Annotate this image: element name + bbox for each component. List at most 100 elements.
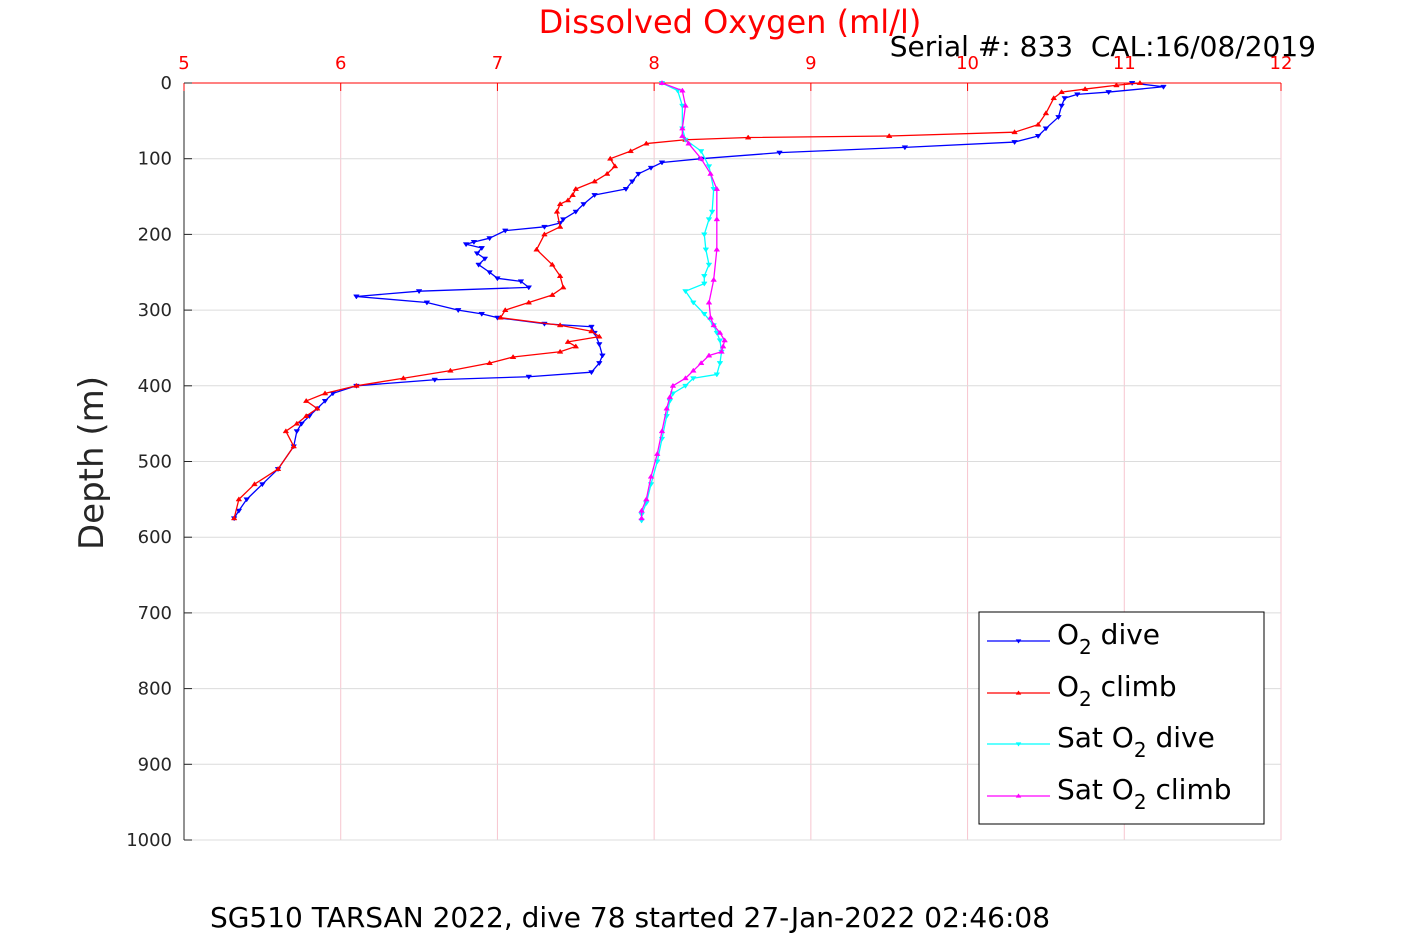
series-line bbox=[233, 82, 1141, 519]
data-point bbox=[541, 224, 548, 230]
data-point bbox=[509, 354, 517, 359]
data-point bbox=[713, 246, 721, 252]
data-point bbox=[486, 236, 493, 242]
data-point bbox=[501, 307, 509, 313]
data-point bbox=[658, 80, 666, 85]
x-tick-label: 11 bbox=[1113, 53, 1136, 74]
data-point bbox=[549, 291, 556, 297]
data-point bbox=[627, 148, 634, 154]
data-point bbox=[353, 294, 360, 300]
data-point bbox=[313, 405, 321, 411]
data-point bbox=[663, 405, 670, 411]
data-point bbox=[447, 367, 454, 373]
data-point bbox=[685, 140, 692, 146]
data-point bbox=[293, 429, 301, 435]
data-point bbox=[462, 242, 470, 248]
data-point bbox=[679, 87, 686, 93]
data-point bbox=[1058, 89, 1065, 95]
data-point bbox=[776, 150, 783, 156]
data-point bbox=[235, 496, 243, 502]
legend-item: O2 dive bbox=[987, 618, 1160, 659]
data-point bbox=[682, 383, 689, 389]
series-line bbox=[640, 82, 726, 519]
data-point bbox=[690, 300, 697, 306]
data-point bbox=[559, 217, 567, 223]
x-tick-label: 5 bbox=[178, 53, 189, 74]
legend-label: Sat O2 dive bbox=[1057, 721, 1215, 762]
data-point bbox=[596, 361, 603, 367]
data-point bbox=[556, 348, 564, 354]
data-point bbox=[716, 329, 724, 335]
data-point bbox=[533, 246, 540, 252]
data-point bbox=[705, 217, 713, 223]
legend-swatch-marker bbox=[1015, 690, 1022, 695]
data-point bbox=[744, 134, 752, 140]
legend-swatch-marker bbox=[1015, 793, 1022, 798]
y-tick-label: 0 bbox=[161, 73, 172, 94]
data-point bbox=[572, 343, 580, 349]
y-tick-label: 700 bbox=[138, 603, 172, 624]
data-point bbox=[415, 289, 423, 295]
data-point bbox=[481, 256, 489, 262]
legend: O2 dive O2 climb Sat O2 dive Sat O2 climb bbox=[978, 611, 1265, 825]
data-point bbox=[293, 420, 301, 426]
data-point bbox=[1011, 140, 1018, 146]
data-point bbox=[1105, 90, 1112, 96]
series-line bbox=[233, 82, 1165, 519]
data-point bbox=[643, 140, 650, 146]
data-point bbox=[569, 192, 576, 197]
series-3 bbox=[638, 80, 728, 521]
data-point bbox=[638, 507, 645, 513]
data-point bbox=[298, 421, 305, 427]
x-tick-label: 12 bbox=[1270, 53, 1293, 74]
data-point bbox=[682, 102, 689, 108]
y-tick-label: 800 bbox=[138, 679, 172, 700]
data-point bbox=[580, 202, 587, 208]
data-point bbox=[572, 209, 580, 215]
data-point bbox=[603, 170, 611, 176]
data-point bbox=[517, 279, 525, 285]
data-point bbox=[697, 360, 705, 366]
data-point bbox=[290, 443, 297, 449]
data-point bbox=[701, 232, 708, 238]
data-point bbox=[478, 246, 486, 251]
data-point bbox=[697, 155, 705, 161]
data-point bbox=[321, 399, 329, 404]
data-point bbox=[682, 289, 689, 295]
data-point bbox=[251, 481, 258, 487]
data-point bbox=[622, 187, 630, 192]
data-point bbox=[1081, 86, 1089, 91]
data-point bbox=[705, 164, 713, 170]
axes bbox=[183, 82, 1282, 841]
data-point bbox=[486, 360, 493, 366]
data-point bbox=[1042, 126, 1050, 132]
x-tick-labels: 5 6 7 8 9 10 11 12 bbox=[178, 53, 1292, 74]
legend-swatch-marker bbox=[1015, 742, 1022, 747]
legend-item: Sat O2 dive bbox=[987, 721, 1215, 762]
data-point bbox=[525, 299, 533, 305]
data-point bbox=[486, 270, 493, 276]
data-point bbox=[1042, 110, 1050, 116]
y-tick-label: 100 bbox=[138, 149, 172, 170]
data-point bbox=[230, 515, 238, 521]
data-point bbox=[494, 276, 501, 282]
data-point bbox=[702, 247, 710, 253]
data-point bbox=[901, 145, 909, 151]
data-point bbox=[705, 352, 713, 358]
data-point bbox=[423, 300, 431, 306]
data-point bbox=[705, 262, 713, 268]
data-point bbox=[559, 284, 567, 290]
data-point bbox=[553, 208, 561, 214]
series-0 bbox=[230, 81, 1167, 522]
data-point bbox=[628, 179, 636, 185]
data-point bbox=[556, 273, 564, 278]
data-point bbox=[274, 466, 282, 471]
series-2 bbox=[638, 81, 725, 524]
data-point bbox=[599, 353, 606, 359]
data-point bbox=[701, 281, 708, 287]
serial-annotation: Serial #: 833 CAL:16/08/2019 bbox=[890, 30, 1316, 63]
data-point bbox=[690, 367, 697, 373]
x-tick-label: 6 bbox=[335, 53, 346, 74]
y-grid bbox=[184, 82, 1281, 841]
data-point bbox=[658, 160, 666, 166]
